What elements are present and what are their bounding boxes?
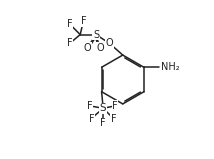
Text: NH₂: NH₂ (161, 62, 180, 72)
Text: F: F (89, 114, 94, 124)
Text: S: S (93, 30, 99, 40)
Text: O: O (96, 43, 104, 53)
Text: O: O (106, 38, 113, 48)
Text: O: O (83, 43, 91, 53)
Text: S: S (100, 103, 107, 113)
Text: F: F (67, 38, 73, 48)
Text: F: F (80, 16, 86, 26)
Text: F: F (112, 101, 118, 111)
Text: F: F (100, 118, 106, 128)
Text: F: F (111, 114, 116, 124)
Text: F: F (87, 101, 93, 111)
Text: F: F (67, 19, 73, 29)
